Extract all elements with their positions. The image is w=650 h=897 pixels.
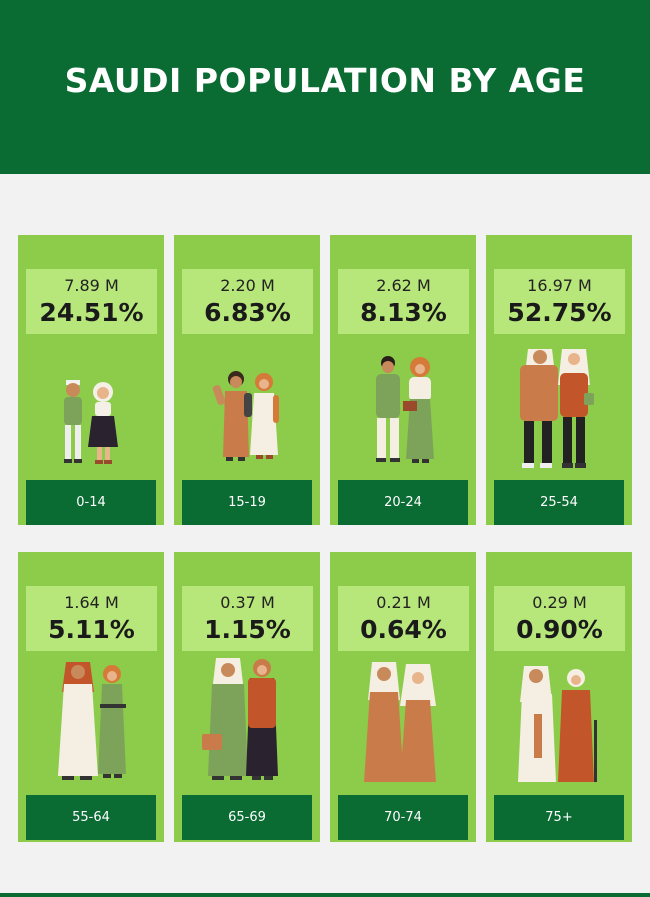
young-adults-illustration (376, 356, 434, 463)
population-count: 2.62 M (376, 276, 431, 295)
age-card-20-24: 2.62 M 8.13% 20-24 (330, 235, 476, 525)
age-range: 20-24 (384, 495, 422, 510)
age-card-55-64: 1.64 M 5.11% 55-64 (18, 552, 164, 842)
population-percent: 8.13% (360, 298, 447, 327)
population-percent: 24.51% (39, 298, 144, 327)
age-card-75-plus: 0.29 M 0.90% 75+ (486, 552, 632, 842)
age-range: 70-74 (384, 810, 422, 825)
age-range: 55-64 (72, 810, 110, 825)
age-label-box: 15-19 (182, 480, 312, 525)
stat-box: 2.20 M 6.83% (182, 269, 313, 334)
age-range: 0-14 (76, 495, 106, 510)
population-count: 1.64 M (64, 593, 119, 612)
population-count: 2.20 M (220, 276, 275, 295)
seniors-65-illustration (202, 658, 278, 780)
pre-retirement-illustration (58, 662, 126, 780)
seniors-75-illustration (518, 666, 597, 782)
population-percent: 0.90% (516, 615, 603, 644)
stat-box: 1.64 M 5.11% (26, 586, 157, 651)
seniors-70-illustration (364, 662, 436, 782)
stat-box: 16.97 M 52.75% (494, 269, 625, 334)
age-card-65-69: 0.37 M 1.15% 65-69 (174, 552, 320, 842)
stat-box: 7.89 M 24.51% (26, 269, 157, 334)
population-percent: 0.64% (360, 615, 447, 644)
age-card-0-14: 7.89 M 24.51% 0-14 (18, 235, 164, 525)
population-percent: 1.15% (204, 615, 291, 644)
age-card-70-74: 0.21 M 0.64% 70-74 (330, 552, 476, 842)
children-illustration (64, 380, 118, 464)
age-range: 15-19 (228, 495, 266, 510)
stat-box: 0.37 M 1.15% (182, 586, 313, 651)
age-range: 75+ (545, 810, 573, 825)
stat-box: 2.62 M 8.13% (338, 269, 469, 334)
population-count: 0.21 M (376, 593, 431, 612)
age-label-box: 0-14 (26, 480, 156, 525)
header-banner: SAUDI POPULATION BY AGE (0, 0, 650, 174)
footer-bar (0, 893, 650, 897)
page-title: SAUDI POPULATION BY AGE (64, 60, 586, 100)
age-card-25-54: 16.97 M 52.75% 25-54 (486, 235, 632, 525)
population-count: 0.37 M (220, 593, 275, 612)
age-label-box: 20-24 (338, 480, 468, 525)
population-percent: 6.83% (204, 298, 291, 327)
age-label-box: 55-64 (26, 795, 156, 840)
stat-box: 0.21 M 0.64% (338, 586, 469, 651)
population-count: 7.89 M (64, 276, 119, 295)
teens-illustration (212, 371, 279, 461)
population-count: 0.29 M (532, 593, 587, 612)
age-label-box: 25-54 (494, 480, 624, 525)
adults-illustration (520, 349, 594, 468)
population-count: 16.97 M (527, 276, 592, 295)
age-card-15-19: 2.20 M 6.83% 15-19 (174, 235, 320, 525)
stat-box: 0.29 M 0.90% (494, 586, 625, 651)
age-label-box: 75+ (494, 795, 624, 840)
population-percent: 5.11% (48, 615, 135, 644)
population-percent: 52.75% (507, 298, 612, 327)
age-range: 25-54 (540, 495, 578, 510)
age-label-box: 70-74 (338, 795, 468, 840)
age-label-box: 65-69 (182, 795, 312, 840)
age-range: 65-69 (228, 810, 266, 825)
